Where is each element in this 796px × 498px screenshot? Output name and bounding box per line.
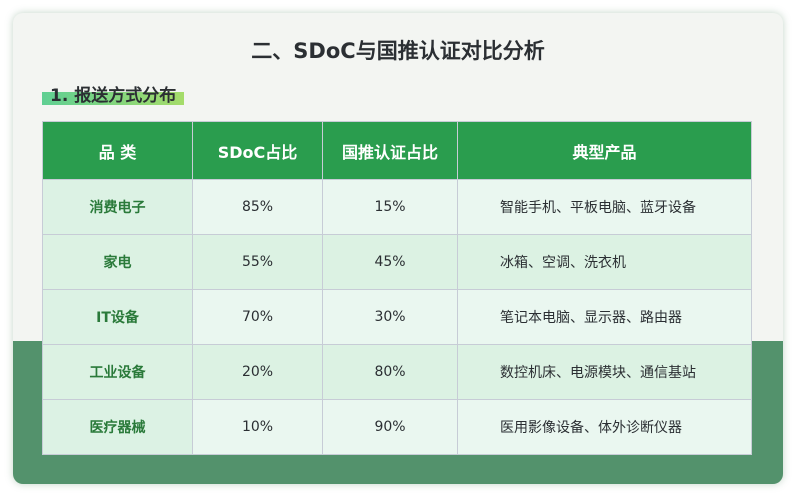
- products-cell: 笔记本电脑、显示器、路由器: [457, 289, 752, 345]
- table-row: 工业设备 20% 80% 数控机床、电源模块、通信基站: [42, 344, 752, 400]
- table-row: IT设备 70% 30% 笔记本电脑、显示器、路由器: [42, 289, 752, 345]
- section-heading: 1. 报送方式分布: [42, 81, 185, 106]
- national-cell: 90%: [322, 399, 458, 455]
- category-cell: 工业设备: [42, 344, 193, 400]
- table-row: 医疗器械 10% 90% 医用影像设备、体外诊断仪器: [42, 399, 752, 455]
- sdoc-cell: 85%: [192, 179, 323, 235]
- national-cell: 80%: [322, 344, 458, 400]
- header-national: 国推认证占比: [322, 121, 458, 180]
- table-header-row: 品 类 SDoC占比 国推认证占比 典型产品: [42, 121, 752, 180]
- header-products: 典型产品: [457, 121, 752, 180]
- products-cell: 冰箱、空调、洗衣机: [457, 234, 752, 290]
- sdoc-cell: 20%: [192, 344, 323, 400]
- national-cell: 15%: [322, 179, 458, 235]
- category-cell: 消费电子: [42, 179, 193, 235]
- comparison-table: 品 类 SDoC占比 国推认证占比 典型产品 消费电子 85% 15% 智能手机、平板…: [42, 121, 752, 455]
- sdoc-cell: 70%: [192, 289, 323, 345]
- table-row: 家电 55% 45% 冰箱、空调、洗衣机: [42, 234, 752, 290]
- category-cell: 医疗器械: [42, 399, 193, 455]
- header-category: 品 类: [42, 121, 193, 180]
- category-cell: IT设备: [42, 289, 193, 345]
- products-cell: 智能手机、平板电脑、蓝牙设备: [457, 179, 752, 235]
- page-title: 二、SDoC与国推认证对比分析: [251, 39, 545, 63]
- slide-card: 二、SDoC与国推认证对比分析 1. 报送方式分布 品 类 SDoC占比 国推认…: [13, 13, 783, 484]
- sdoc-cell: 10%: [192, 399, 323, 455]
- products-cell: 数控机床、电源模块、通信基站: [457, 344, 752, 400]
- section-heading-text: 1. 报送方式分布: [50, 86, 177, 106]
- national-cell: 45%: [322, 234, 458, 290]
- category-cell: 家电: [42, 234, 193, 290]
- heading-highlight: [42, 92, 185, 105]
- sdoc-cell: 55%: [192, 234, 323, 290]
- header-sdoc: SDoC占比: [192, 121, 323, 180]
- products-cell: 医用影像设备、体外诊断仪器: [457, 399, 752, 455]
- national-cell: 30%: [322, 289, 458, 345]
- table-row: 消费电子 85% 15% 智能手机、平板电脑、蓝牙设备: [42, 179, 752, 235]
